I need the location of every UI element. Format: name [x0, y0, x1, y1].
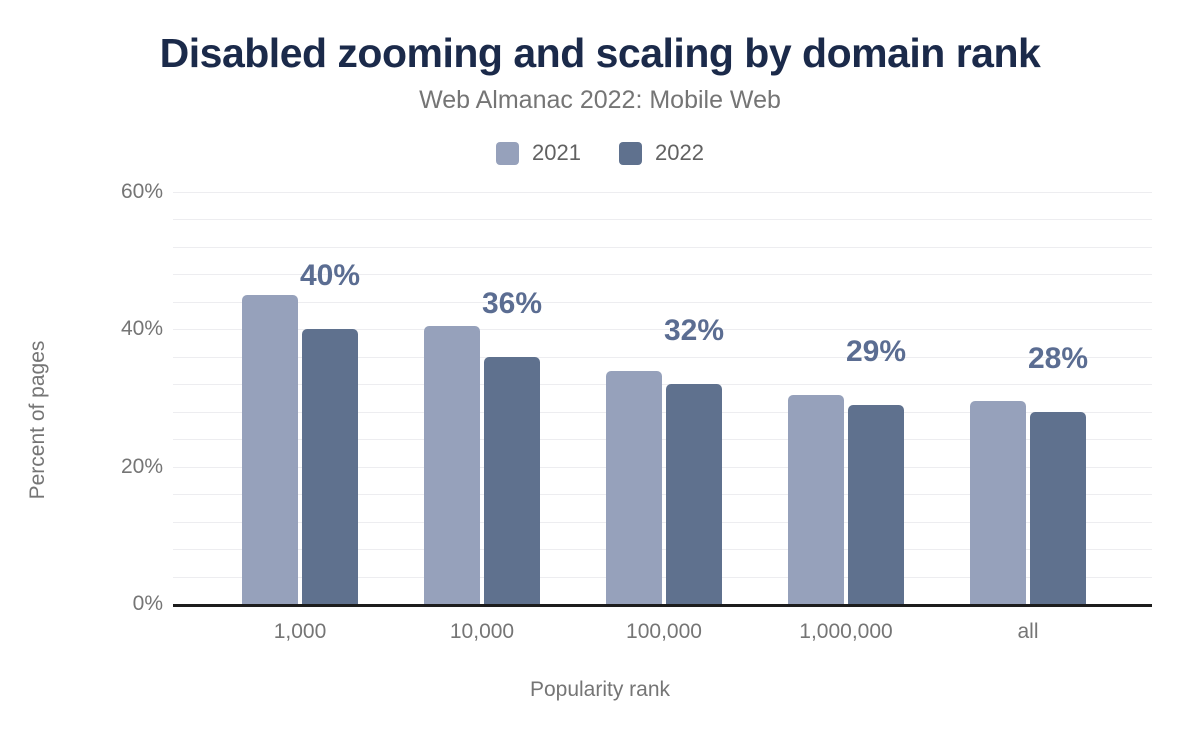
bar-2022-4 — [1030, 412, 1086, 604]
gridline-16pct — [173, 494, 1152, 495]
x-axis-line — [173, 604, 1152, 607]
bar-2021-3 — [788, 395, 844, 604]
y-tick-label-40%: 40% — [120, 317, 163, 340]
gridline-48pct — [173, 274, 1152, 275]
bar-2021-2 — [606, 371, 662, 604]
bar-2022-0 — [302, 329, 358, 604]
value-label-4: 28% — [1027, 342, 1089, 375]
gridline-32pct — [173, 384, 1152, 385]
x-tick-label-1: 10,000 — [449, 620, 515, 643]
gridline-28pct — [173, 412, 1152, 413]
legend-label-2021: 2021 — [532, 140, 581, 165]
gridline-60pct — [173, 192, 1152, 193]
gridline-52pct — [173, 247, 1152, 248]
chart-subtitle: Web Almanac 2022: Mobile Web — [419, 86, 781, 114]
y-tick-label-20%: 20% — [120, 455, 163, 478]
gridline-36pct — [173, 357, 1152, 358]
bar-2022-1 — [484, 357, 540, 604]
gridline-12pct — [173, 522, 1152, 523]
value-label-1: 36% — [481, 287, 543, 320]
gridline-24pct — [173, 439, 1152, 440]
x-tick-label-0: 1,000 — [273, 620, 327, 643]
x-tick-label-3: 1,000,000 — [799, 620, 893, 643]
bar-2021-1 — [424, 326, 480, 604]
legend-swatch-2022 — [619, 141, 642, 165]
bar-2021-4 — [970, 401, 1026, 604]
bar-2021-0 — [242, 295, 298, 604]
legend-item-2021: 2021 — [496, 140, 581, 166]
legend-swatch-2021 — [496, 141, 520, 165]
y-axis-title: Percent of pages — [26, 340, 49, 500]
gridline-4pct — [173, 577, 1152, 578]
bar-2022-2 — [666, 384, 722, 604]
value-label-3: 29% — [845, 335, 907, 368]
gridline-56pct — [173, 219, 1152, 220]
bar-2022-3 — [848, 405, 904, 604]
x-axis-title: Popularity rank — [529, 678, 671, 701]
y-tick-label-0%: 0% — [132, 592, 163, 615]
legend: 2021 2022 — [0, 140, 1200, 166]
chart-title: Disabled zooming and scaling by domain r… — [159, 30, 1041, 76]
y-tick-label-60%: 60% — [120, 180, 163, 203]
value-label-2: 32% — [663, 314, 725, 347]
x-tick-label-4: all — [1017, 620, 1039, 643]
x-tick-label-2: 100,000 — [626, 620, 702, 643]
gridline-40pct — [173, 329, 1152, 330]
value-label-0: 40% — [299, 259, 361, 292]
legend-label-2022: 2022 — [655, 140, 704, 165]
gridline-20pct — [173, 467, 1152, 468]
gridline-44pct — [173, 302, 1152, 303]
legend-item-2022: 2022 — [619, 140, 704, 166]
gridline-8pct — [173, 549, 1152, 550]
